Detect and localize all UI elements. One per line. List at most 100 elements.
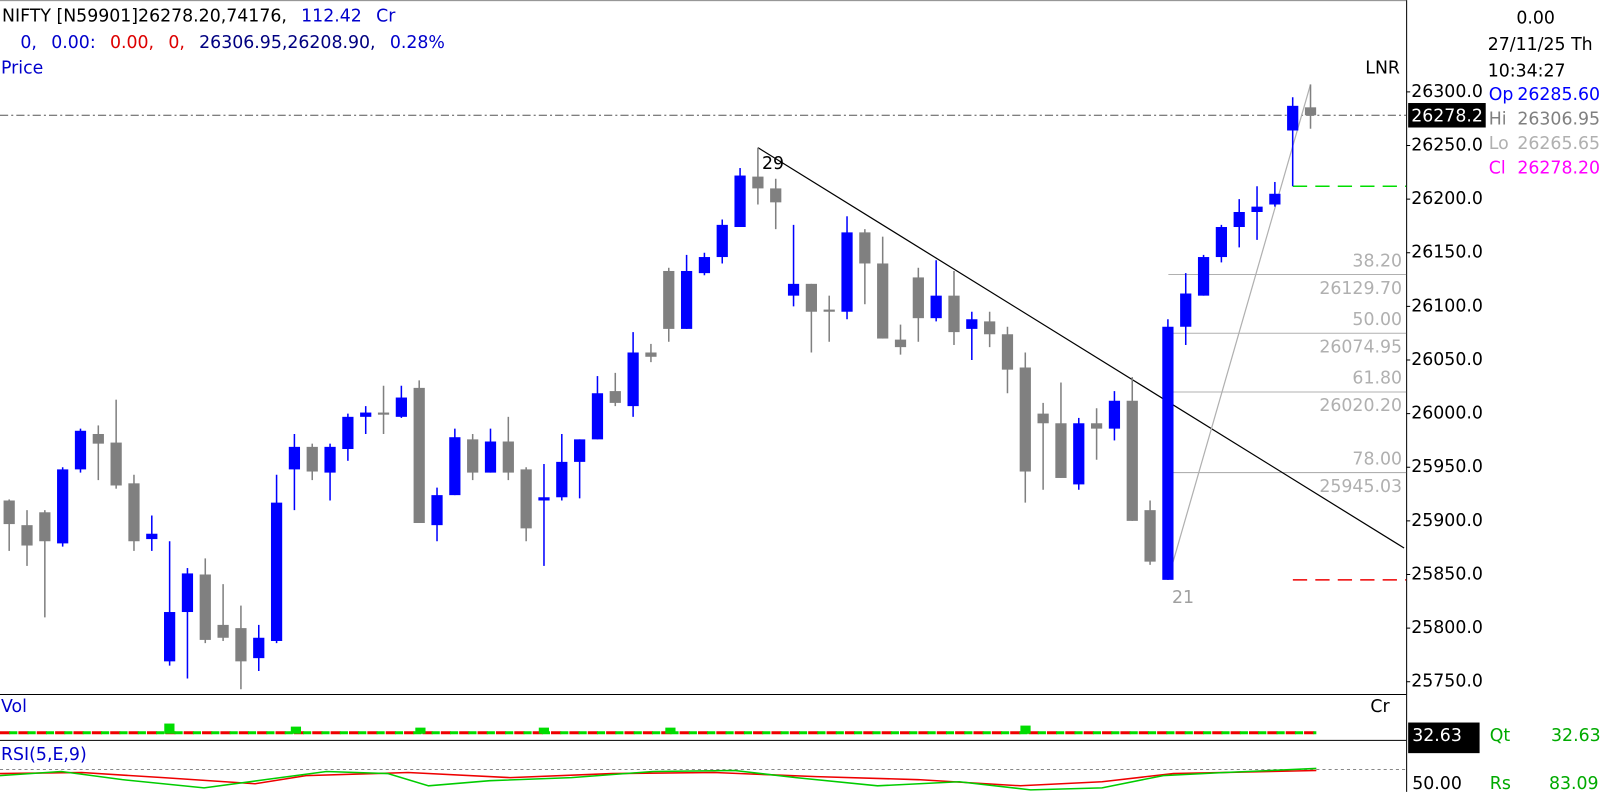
header-part: 0, <box>20 33 37 53</box>
scale-label: LNR <box>1365 58 1400 78</box>
candle-body <box>1251 206 1263 212</box>
change: 0.00 <box>1516 8 1555 28</box>
last-price-label: 26278.2 <box>1411 106 1483 126</box>
ohlc-value: 26278.20 <box>1517 158 1600 178</box>
header-line2: 0, 0.00: 0.00, 0, 26306.95,26208.90, 0.28% <box>20 33 444 53</box>
volume-bar <box>665 727 676 734</box>
y-label: Price <box>1 58 43 78</box>
candle-body <box>609 391 621 403</box>
y-tick-label: 25900.0 <box>1411 511 1483 531</box>
vol-label: Vol <box>1 697 27 717</box>
header-part: 0.00, <box>110 33 154 53</box>
candle-body <box>1180 293 1192 327</box>
ohlc-value: 26285.60 <box>1517 85 1600 105</box>
candle-body <box>752 176 764 189</box>
candle-body <box>360 412 372 417</box>
candle-body <box>966 319 978 329</box>
candle-body <box>288 446 301 470</box>
candle-body <box>1287 105 1299 131</box>
fib-percent: 61.80 <box>1352 369 1402 389</box>
rs-value: 83.09 <box>1549 774 1599 792</box>
candle-body <box>39 512 51 542</box>
volume-bar <box>415 727 426 734</box>
fib-price: 26129.70 <box>1319 279 1402 299</box>
candle-body <box>698 257 711 274</box>
candle-body <box>1108 400 1121 429</box>
vol-box-value: 32.63 <box>1412 726 1462 746</box>
candle-body <box>342 416 354 450</box>
candle-body <box>1215 227 1227 258</box>
time: 10:34:27 <box>1488 62 1566 82</box>
header-part: Cr <box>376 6 396 26</box>
candle-body <box>146 533 158 540</box>
candle-body <box>324 446 336 473</box>
candle-body <box>663 270 675 329</box>
volume-bar <box>538 727 549 734</box>
y-tick-label: 26200.0 <box>1411 189 1483 209</box>
vol-box <box>1408 722 1480 754</box>
candle-body <box>823 309 835 312</box>
candle-body <box>74 430 87 470</box>
fib-price: 25945.03 <box>1319 477 1402 497</box>
candle-body <box>591 393 604 440</box>
candle-body <box>1055 423 1067 478</box>
candle-body <box>538 497 550 501</box>
y-tick-label: 25950.0 <box>1411 457 1483 477</box>
candle-body <box>235 628 247 662</box>
volume-bar <box>1020 725 1031 734</box>
candle-body <box>1019 367 1031 472</box>
candle-body <box>877 263 889 339</box>
y-tick-label: 26250.0 <box>1411 136 1483 156</box>
volume-bars <box>164 723 1031 734</box>
header-part: NIFTY [N59901]26278.20,74176, <box>2 6 287 26</box>
y-tick-label: 26300.0 <box>1411 82 1483 102</box>
candle-body <box>1144 510 1156 562</box>
candle-body <box>1073 423 1085 485</box>
candle-body <box>270 502 283 641</box>
y-tick-label: 25750.0 <box>1411 672 1483 692</box>
candle-body <box>413 387 425 524</box>
fib-price: 26074.95 <box>1319 338 1402 358</box>
y-tick-label: 26050.0 <box>1411 350 1483 370</box>
header-part: 26306.95,26208.90, <box>199 33 375 53</box>
vol-unit: Cr <box>1370 697 1390 717</box>
candle-body <box>217 624 229 638</box>
candle-body <box>894 339 907 348</box>
candle-body <box>556 461 568 498</box>
candle-body <box>1090 423 1103 429</box>
header-part: 0.00: <box>51 33 95 53</box>
candle-body <box>110 442 122 486</box>
candle-body <box>431 495 443 526</box>
candle-body <box>948 295 960 333</box>
candle-body <box>92 433 104 444</box>
y-tick-label: 25800.0 <box>1411 618 1483 638</box>
candle-body <box>805 283 817 312</box>
candle-body <box>1304 107 1317 116</box>
candle-body <box>502 441 514 473</box>
date: 27/11/25 Th <box>1488 35 1593 55</box>
ohlc-value: 26265.65 <box>1517 134 1600 154</box>
swing-label: 29 <box>762 154 784 174</box>
ohlc-key: Hi <box>1489 109 1507 129</box>
candle-body <box>1126 400 1138 521</box>
y-tick-label: 26100.0 <box>1411 296 1483 316</box>
fib-percent: 50.00 <box>1352 310 1402 330</box>
candle-body <box>57 469 69 544</box>
candle-body <box>859 232 871 264</box>
candle-body <box>199 574 211 640</box>
y-tick-label: 25850.0 <box>1411 564 1483 584</box>
last-price-box <box>1408 103 1486 128</box>
candle-body <box>253 637 265 659</box>
candle-body <box>21 525 33 546</box>
swing-line <box>1167 84 1312 581</box>
candle-body <box>377 412 390 415</box>
rsi-line <box>0 767 1317 791</box>
candle-body <box>1269 193 1281 205</box>
rsi-signal <box>0 769 1317 787</box>
ohlc-key: Op <box>1489 85 1514 105</box>
ohlc-key: Cl <box>1489 158 1506 178</box>
candle-body <box>3 500 15 525</box>
